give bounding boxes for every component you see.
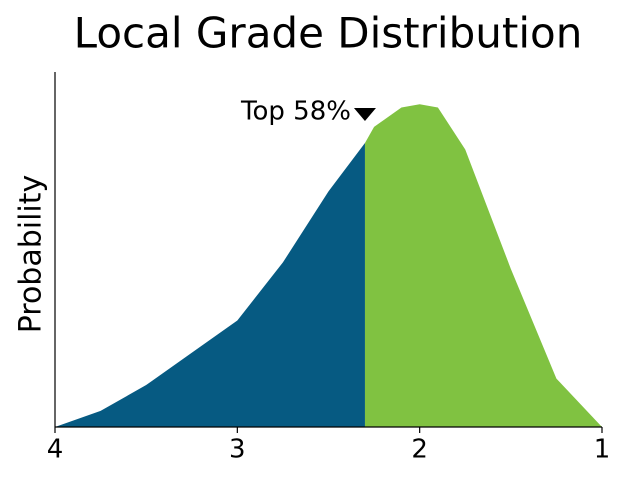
chart-title: Local Grade Distribution [74,9,583,58]
x-tick-label: 3 [229,435,246,465]
y-axis-label: Probability [14,175,49,334]
x-tick-label: 4 [47,435,64,465]
area [55,143,365,427]
area [364,104,602,427]
x-tick-label: 1 [594,435,611,465]
annotation-marker [353,107,376,121]
annotation: Top 58% [240,96,351,126]
x-tick-label: 2 [411,435,428,465]
